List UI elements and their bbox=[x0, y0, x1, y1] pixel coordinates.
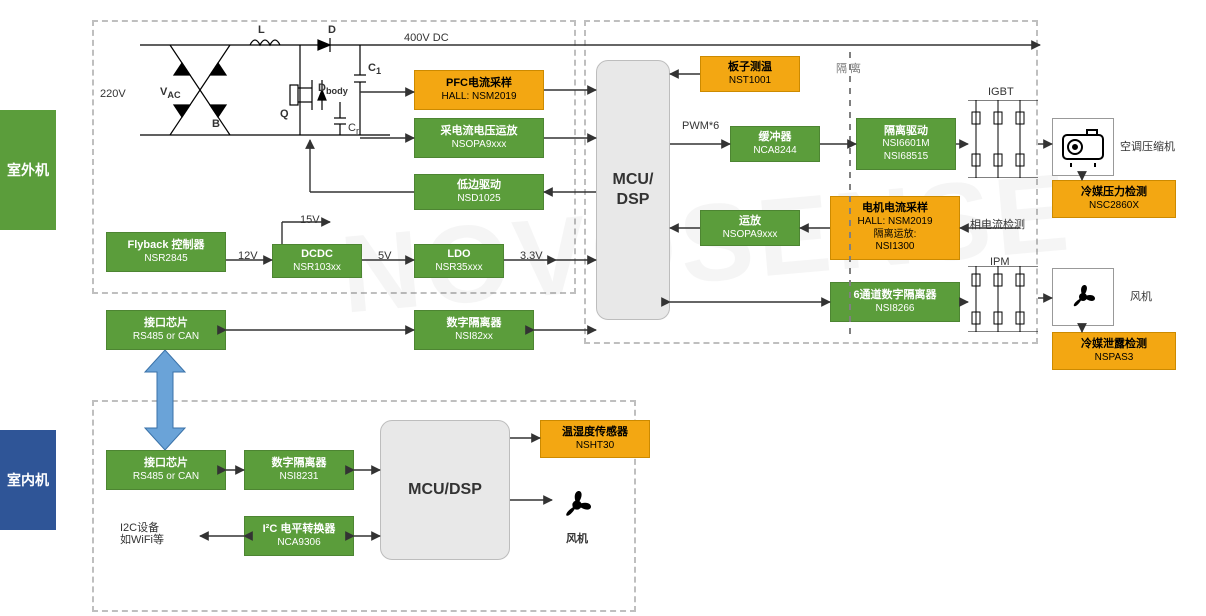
bus-arrow bbox=[140, 350, 190, 450]
label-220v: 220V bbox=[100, 88, 126, 100]
label-Dbody: Dbody bbox=[318, 82, 348, 96]
label-3v3: 3.3V bbox=[520, 250, 543, 262]
label-i2c-devices: I2C设备如WiFi等 bbox=[120, 522, 164, 546]
label-400vdc: 400V DC bbox=[404, 32, 449, 44]
node-motor-sense: 电机电流采样 HALL: NSM2019 隔离运放: NSI1300 bbox=[830, 196, 960, 260]
node-if-chip-out: 接口芯片 RS485 or CAN bbox=[106, 310, 226, 350]
label-B: B bbox=[212, 118, 220, 130]
label-pwm6: PWM*6 bbox=[682, 120, 719, 132]
label-12v: 12V bbox=[238, 250, 258, 262]
node-opamp: 运放 NSOPA9xxx bbox=[700, 210, 800, 246]
label-fan-in: 风机 bbox=[566, 530, 588, 546]
node-temp-hum: 温湿度传感器 NSHT30 bbox=[540, 420, 650, 458]
node-leak-sense: 冷媒泄露检测 NSPAS3 bbox=[1052, 332, 1176, 370]
label-D: D bbox=[328, 24, 336, 36]
indoor-label-text: 室内机 bbox=[7, 470, 49, 490]
node-dcdc: DCDC NSR103xx bbox=[272, 244, 362, 278]
node-mcu-out: MCU/ DSP bbox=[596, 60, 670, 320]
node-mcu-in: MCU/DSP bbox=[380, 420, 510, 560]
node-low-drv: 低边驱动 NSD1025 bbox=[414, 174, 544, 210]
fan-in-icon bbox=[556, 484, 598, 529]
label-Q: Q bbox=[280, 108, 289, 120]
node-i2c-lvl: I²C 电平转换器 NCA9306 bbox=[244, 516, 354, 556]
node-iso-drv: 隔离驱动 NSI6601M NSI68515 bbox=[856, 118, 956, 170]
label-C1: C1 bbox=[368, 62, 381, 76]
label-compressor: 空调压缩机 bbox=[1120, 138, 1175, 154]
node-pfc-hall: PFC电流采样 HALL: NSM2019 bbox=[414, 70, 544, 110]
node-dig-iso-in: 数字隔离器 NSI8231 bbox=[244, 450, 354, 490]
igbt-bridge-icon bbox=[968, 100, 1038, 178]
label-15v: 15V bbox=[300, 214, 320, 226]
outdoor-label: 室外机 bbox=[0, 110, 56, 230]
node-board-temp: 板子测温 NST1001 bbox=[700, 56, 800, 92]
label-phase-current: 相电流检测 bbox=[970, 216, 1025, 232]
node-opa-sense: 采电流电压运放 NSOPA9xxx bbox=[414, 118, 544, 158]
label-vac: VAC bbox=[160, 86, 181, 100]
ipm-bridge-icon bbox=[968, 266, 1038, 332]
label-Cr: Cr bbox=[348, 122, 359, 136]
node-flyback: Flyback 控制器 NSR2845 bbox=[106, 232, 226, 272]
outdoor-label-text: 室外机 bbox=[7, 160, 49, 180]
compressor-icon bbox=[1052, 118, 1114, 176]
label-L: L bbox=[258, 24, 265, 36]
node-press-sense: 冷媒压力检测 NSC2860X bbox=[1052, 180, 1176, 218]
node-dig-iso-out: 数字隔离器 NSI82xx bbox=[414, 310, 534, 350]
label-igbt: IGBT bbox=[988, 86, 1014, 98]
node-six-ch-iso: 6通道数字隔离器 NSI8266 bbox=[830, 282, 960, 322]
node-ldo: LDO NSR35xxx bbox=[414, 244, 504, 278]
node-if-chip-in: 接口芯片 RS485 or CAN bbox=[106, 450, 226, 490]
node-buffer: 缓冲器 NCA8244 bbox=[730, 126, 820, 162]
fan-out-icon bbox=[1052, 268, 1114, 326]
indoor-label: 室内机 bbox=[0, 430, 56, 530]
label-isolation: 隔 离 bbox=[836, 60, 861, 76]
label-5v: 5V bbox=[378, 250, 391, 262]
label-fan-out: 风机 bbox=[1130, 288, 1152, 304]
